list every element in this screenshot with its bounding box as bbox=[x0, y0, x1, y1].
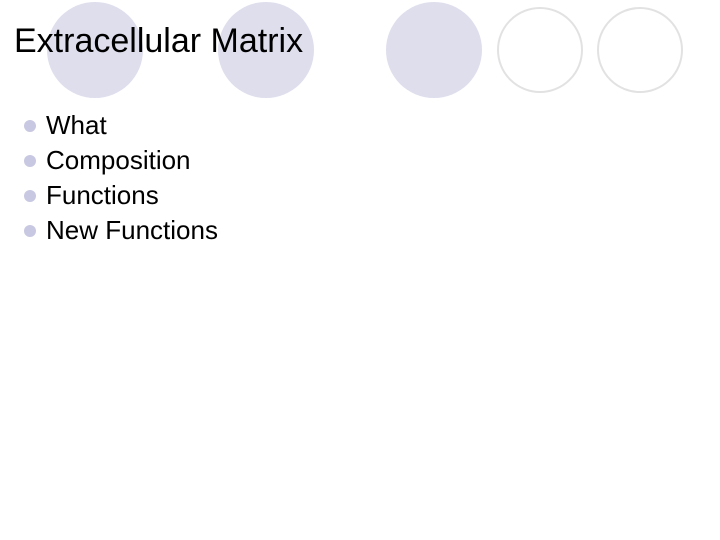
bullet-list: WhatCompositionFunctionsNew Functions bbox=[24, 108, 218, 248]
deco-circle-4 bbox=[597, 7, 683, 93]
bullet-dot-icon bbox=[24, 155, 36, 167]
bullet-label: Functions bbox=[46, 178, 159, 213]
bullet-item: What bbox=[24, 108, 218, 143]
bullet-dot-icon bbox=[24, 120, 36, 132]
bullet-dot-icon bbox=[24, 225, 36, 237]
deco-circle-3 bbox=[497, 7, 583, 93]
bullet-dot-icon bbox=[24, 190, 36, 202]
bullet-item: Functions bbox=[24, 178, 218, 213]
bullet-label: Composition bbox=[46, 143, 191, 178]
bullet-item: Composition bbox=[24, 143, 218, 178]
bullet-label: What bbox=[46, 108, 107, 143]
slide-title: Extracellular Matrix bbox=[14, 22, 303, 61]
bullet-item: New Functions bbox=[24, 213, 218, 248]
deco-circle-2 bbox=[386, 2, 482, 98]
bullet-label: New Functions bbox=[46, 213, 218, 248]
